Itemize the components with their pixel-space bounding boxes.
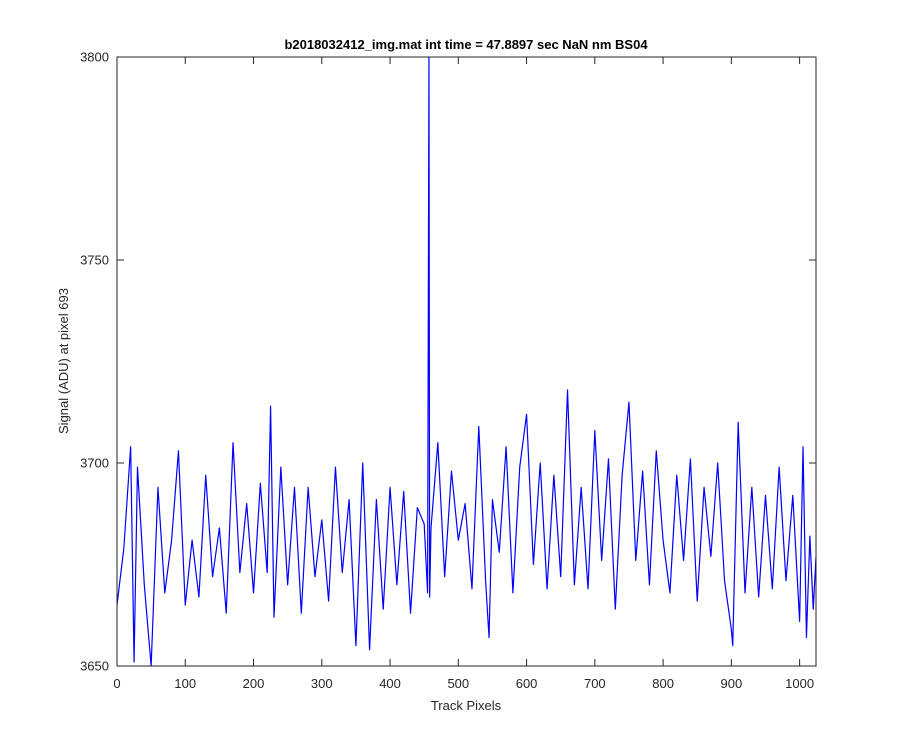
- x-tick-label: 700: [584, 676, 606, 691]
- y-tick-label: 3650: [80, 659, 109, 674]
- x-tick-label: 600: [516, 676, 538, 691]
- y-axis-label: Signal (ADU) at pixel 693: [56, 288, 71, 434]
- plot-area: [117, 57, 816, 666]
- x-tick-label: 0: [113, 676, 120, 691]
- y-axis-ticks: 3650 3700 3750 3800: [80, 50, 816, 674]
- x-tick-label: 800: [652, 676, 674, 691]
- x-tick-label: 1000: [785, 676, 814, 691]
- x-tick-label: 300: [311, 676, 333, 691]
- plot-box: [116, 56, 817, 667]
- x-tick-label: 400: [379, 676, 401, 691]
- x-tick-label: 500: [447, 676, 469, 691]
- series-line-0: [116, 56, 817, 667]
- x-tick-label: 200: [243, 676, 265, 691]
- x-tick-label: 100: [174, 676, 196, 691]
- y-tick-label: 3750: [80, 253, 109, 268]
- y-tick-label: 3700: [80, 456, 109, 471]
- y-tick-label: 3800: [80, 50, 109, 65]
- x-axis-ticks: 0 100 200 300 400 500 600 700 800 900 1000: [113, 57, 814, 691]
- x-tick-label: 900: [721, 676, 743, 691]
- series-layer: [116, 56, 817, 667]
- chart-title: b2018032412_img.mat int time = 47.8897 s…: [284, 37, 648, 52]
- x-axis-label: Track Pixels: [431, 698, 502, 713]
